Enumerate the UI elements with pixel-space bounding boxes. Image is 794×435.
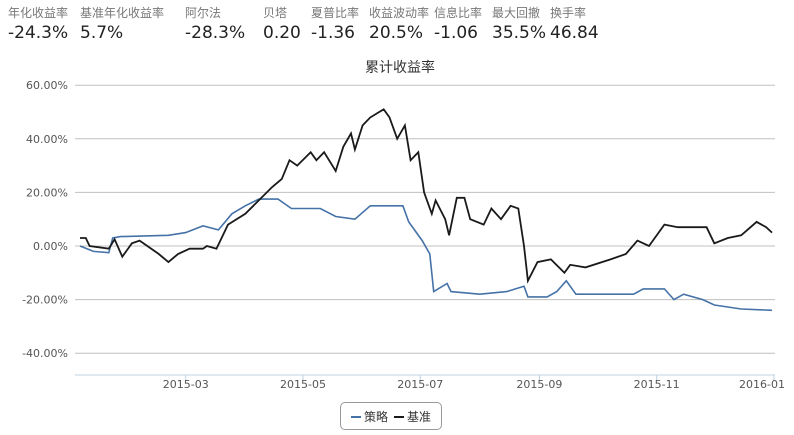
legend-label: 策略 <box>363 409 388 424</box>
stat-value: 5.7% <box>80 23 124 43</box>
stat-item: 换手率 46.84 <box>550 4 610 43</box>
legend-swatch-benchmark <box>394 416 404 418</box>
series-line-strategy <box>79 198 773 312</box>
y-tick-label: 40.00% <box>26 133 68 146</box>
stat-label: 贝塔 <box>263 6 288 20</box>
x-tick-label: 2015-05 <box>280 378 326 391</box>
stat-item: 年化收益率 -24.3% <box>8 4 80 43</box>
series-line-benchmark <box>80 108 773 284</box>
y-tick-label: 0.00% <box>33 240 68 253</box>
stat-value: -1.36 <box>311 23 355 43</box>
stat-value: 46.84 <box>550 23 599 43</box>
legend: 策略 基准 <box>340 402 442 430</box>
stat-value: 0.20 <box>263 23 301 43</box>
y-tick-label: 60.00% <box>26 79 68 92</box>
stat-item: 夏普比率 -1.36 <box>311 4 369 43</box>
x-tick-label: 2015-03 <box>163 378 209 391</box>
stat-label: 阿尔法 <box>185 6 222 20</box>
y-tick-label: 20.00% <box>26 186 68 199</box>
x-tick-label: 2015-11 <box>634 378 680 391</box>
x-tick-label: 2015-09 <box>516 378 562 391</box>
legend-label: 基准 <box>407 409 432 424</box>
stat-label: 夏普比率 <box>311 6 360 20</box>
stats-bar: 年化收益率 -24.3% 基准年化收益率 5.7% 阿尔法 -28.3% 贝塔 0.20 夏普比… <box>8 4 610 43</box>
stat-value: 20.5% <box>369 23 424 43</box>
legend-item-benchmark[interactable]: 基准 <box>394 408 431 425</box>
stat-label: 年化收益率 <box>8 6 69 20</box>
stat-value: 35.5% <box>492 23 547 43</box>
y-tick-label: -40.00% <box>22 347 68 360</box>
stat-item: 基准年化收益率 5.7% <box>80 4 185 43</box>
x-tick-label: 2015-07 <box>397 378 443 391</box>
stat-item: 信息比率 -1.06 <box>434 4 492 43</box>
stat-value: -28.3% <box>185 23 246 43</box>
stat-value: -1.06 <box>434 23 478 43</box>
stat-item: 阿尔法 -28.3% <box>185 4 263 43</box>
y-tick-label: -20.00% <box>22 294 68 307</box>
stat-label: 基准年化收益率 <box>80 6 165 20</box>
stat-item: 收益波动率 20.5% <box>369 4 434 43</box>
cumulative-return-chart: 累计收益率 60.00% 40.00% 20.00% 0.00% -20.00% -40.… <box>22 59 785 391</box>
stat-item: 贝塔 0.20 <box>263 4 311 43</box>
stat-label: 收益波动率 <box>369 6 430 20</box>
stat-value: -24.3% <box>8 23 69 43</box>
stat-label: 换手率 <box>550 6 587 20</box>
x-tick-label: 2016-01 <box>739 378 785 391</box>
stat-item: 最大回撤 35.5% <box>492 4 550 43</box>
legend-item-strategy[interactable]: 策略 <box>350 408 388 425</box>
stat-label: 最大回撤 <box>492 6 541 20</box>
stat-label: 信息比率 <box>434 6 483 20</box>
legend-swatch-strategy <box>350 416 361 418</box>
chart-title: 累计收益率 <box>365 59 435 76</box>
